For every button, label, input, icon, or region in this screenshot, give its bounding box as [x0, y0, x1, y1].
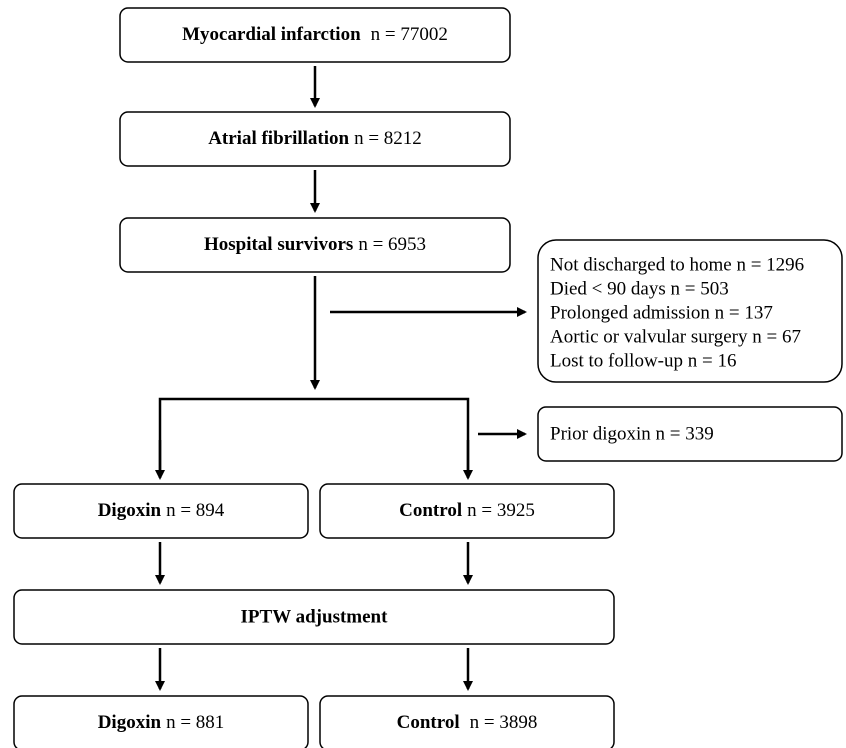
exclusion: Not discharged to home n = 1296: [550, 254, 804, 275]
exclusion: Prolonged admission n = 137: [550, 302, 773, 323]
box: [13, 483, 309, 539]
prior-text: Prior digoxin n = 339: [550, 423, 714, 444]
box: [319, 483, 615, 539]
box-text: Control n = 3898: [397, 712, 538, 733]
box: [13, 695, 309, 748]
count: n = 8212: [354, 128, 422, 149]
label: Hospital survivors: [204, 234, 353, 255]
box-text: Digoxin n = 894: [98, 500, 225, 521]
box: [119, 111, 511, 167]
count: n = 881: [166, 712, 224, 733]
exclusion-box: [537, 239, 843, 383]
label: Control: [397, 712, 460, 733]
box: [319, 695, 615, 748]
box-text: Myocardial infarction n = 77002: [182, 24, 448, 45]
label: Control: [399, 500, 462, 521]
box: [119, 7, 511, 63]
count: n = 894: [166, 500, 225, 521]
exclusion: Lost to follow-up n = 16: [550, 350, 736, 371]
label: IPTW adjustment: [241, 606, 389, 627]
box-text: Control n = 3925: [399, 500, 535, 521]
count: n = 6953: [358, 234, 426, 255]
box: [119, 217, 511, 273]
label: Atrial fibrillation: [208, 128, 349, 149]
label: Myocardial infarction: [182, 24, 361, 45]
count: n = 3925: [467, 500, 535, 521]
label: Digoxin: [98, 500, 162, 521]
exclusion: Aortic or valvular surgery n = 67: [550, 326, 801, 347]
box: [13, 589, 615, 645]
box: [537, 406, 843, 462]
exclusion: Died < 90 days n = 503: [550, 278, 729, 299]
box-text: Digoxin n = 881: [98, 712, 225, 733]
split-line: [158, 397, 470, 477]
count: n = 77002: [371, 24, 448, 45]
label: Digoxin: [98, 712, 162, 733]
box-text: Atrial fibrillation n = 8212: [208, 128, 422, 149]
count: n = 3898: [470, 712, 538, 733]
box-text: Hospital survivors n = 6953: [204, 234, 426, 255]
